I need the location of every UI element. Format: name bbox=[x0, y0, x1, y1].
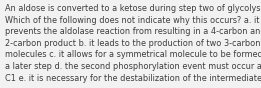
Text: molecules c. it allows for a symmetrical molecule to be formed in: molecules c. it allows for a symmetrical… bbox=[5, 50, 261, 59]
Text: C1 e. it is necessary for the destabilization of the intermediate: C1 e. it is necessary for the destabiliz… bbox=[5, 74, 261, 83]
Text: An aldose is converted to a ketose during step two of glycolysis.: An aldose is converted to a ketose durin… bbox=[5, 4, 261, 13]
Text: prevents the aldolase reaction from resulting in a 4-carbon and: prevents the aldolase reaction from resu… bbox=[5, 27, 261, 36]
Text: Which of the following does not indicate why this occurs? a. it: Which of the following does not indicate… bbox=[5, 16, 259, 25]
Text: a later step d. the second phosphorylation event must occur at: a later step d. the second phosphorylati… bbox=[5, 62, 261, 71]
Text: 2-carbon product b. it leads to the production of two 3-carbon: 2-carbon product b. it leads to the prod… bbox=[5, 39, 260, 48]
